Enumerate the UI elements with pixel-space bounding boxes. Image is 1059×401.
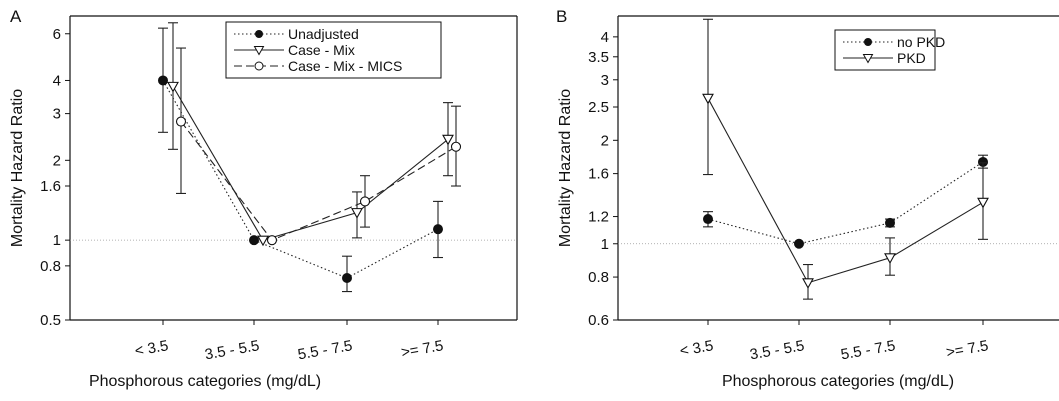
x-tick-label: 3.5 - 5.5: [204, 337, 261, 363]
data-point: [266, 235, 278, 246]
data-point: [257, 235, 269, 247]
data-point: [442, 134, 454, 146]
y-tick-label: 0.6: [588, 312, 609, 329]
y-tick-label: 6: [53, 26, 61, 43]
legend-label: Case - Mix - MICS: [288, 58, 402, 74]
y-tick-label: 2: [53, 152, 61, 169]
series-case-mix-mics: [175, 47, 462, 246]
x-tick-label: < 3.5: [133, 337, 169, 360]
y-tick-label: 1.6: [588, 166, 609, 183]
data-point: [351, 208, 363, 219]
legend-label: PKD: [897, 50, 926, 66]
data-point: [175, 116, 187, 127]
x-tick-label: >= 7.5: [945, 337, 990, 361]
legend-label: no PKD: [897, 34, 945, 50]
panel-a: 0.5 0.8 1 1.6 2 3 4 6 < 3.5 3.5 - 5.5 5.5 - 7.5 >= …: [9, 7, 518, 390]
y-tick-label: 0.5: [40, 312, 61, 329]
legend-marker: [864, 38, 872, 46]
data-point: [450, 141, 462, 152]
panel-label: A: [10, 7, 22, 26]
legend-label: Unadjusted: [288, 26, 359, 42]
x-tick-label: 5.5 - 7.5: [840, 337, 897, 363]
data-point: [977, 197, 989, 209]
panel-label: B: [556, 7, 567, 26]
y-tick-label: 3: [53, 106, 61, 123]
legend-marker: [255, 30, 263, 38]
data-point: [802, 278, 814, 289]
series-pkd: [702, 18, 989, 300]
data-point: [884, 253, 896, 264]
data-point: [158, 75, 168, 86]
y-tick-label: 2: [601, 132, 609, 149]
legend-label: Case - Mix: [288, 42, 355, 58]
x-tick-label: 5.5 - 7.5: [297, 337, 354, 363]
series-line: [180, 121, 457, 241]
x-axis-label: Phosphorous categories (mg/dL): [89, 373, 321, 390]
series-case-mix: [167, 22, 454, 247]
series-line: [172, 86, 449, 241]
series-line: [707, 161, 984, 245]
data-point: [359, 196, 371, 207]
x-tick-label: 3.5 - 5.5: [749, 337, 806, 363]
y-tick-label: 3.5: [588, 49, 609, 66]
series-line: [162, 80, 439, 279]
x-tick-label: < 3.5: [678, 337, 714, 360]
panel-b: 0.6 0.8 1 1.2 1.6 2 2.5 3 3.5 4 < 3.5 3.5 - 5.5 5.5 …: [556, 7, 1059, 390]
y-axis-label: Mortality Hazard Ratio: [557, 89, 574, 247]
legend-box: [834, 29, 936, 71]
x-tick-label: >= 7.5: [400, 337, 445, 361]
data-point: [433, 224, 443, 235]
y-tick-label: 0.8: [40, 258, 61, 275]
y-axis-label: Mortality Hazard Ratio: [9, 89, 26, 247]
y-tick-label: 4: [53, 72, 61, 89]
legend-marker: [254, 61, 264, 71]
y-tick-label: 3: [601, 72, 609, 89]
series-unadjusted: [158, 27, 443, 293]
legend-marker: [253, 46, 265, 56]
y-tick-label: 1.2: [588, 209, 609, 226]
legend-marker: [862, 54, 874, 64]
y-tick-label: 2.5: [588, 99, 609, 116]
y-tick-label: 1: [53, 232, 61, 249]
series-no-pkd: [703, 154, 988, 249]
data-point: [249, 235, 259, 246]
y-tick-label: 4: [601, 29, 609, 46]
y-tick-label: 0.8: [588, 269, 609, 286]
data-point: [167, 81, 179, 93]
data-point: [342, 272, 352, 283]
x-axis-label: Phosphorous categories (mg/dL): [722, 373, 954, 390]
data-point: [702, 93, 714, 105]
data-point: [885, 217, 895, 228]
data-point: [703, 214, 713, 225]
data-point: [794, 238, 804, 249]
y-tick-label: 1.6: [40, 178, 61, 195]
y-tick-label: 1: [601, 236, 609, 253]
series-line: [707, 98, 984, 284]
